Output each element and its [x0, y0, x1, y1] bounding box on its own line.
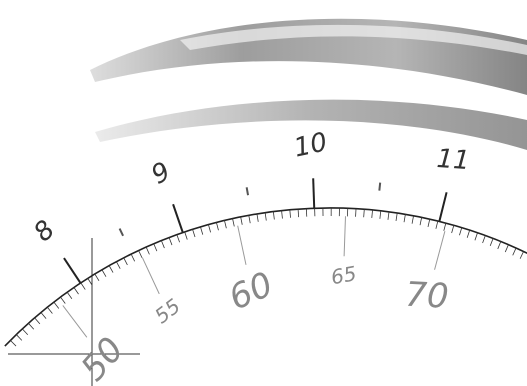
minor-tick [40, 312, 47, 319]
outer-scale-label: 9 [147, 156, 176, 190]
minor-tick [22, 328, 29, 336]
inner-tick [343, 216, 346, 257]
minor-tick [297, 209, 300, 218]
major-tick [63, 257, 82, 284]
minor-tick [87, 278, 93, 286]
inner-scale-label: 55 [150, 294, 185, 328]
inner-scale-label: 50 [73, 330, 132, 386]
major-tick [312, 178, 316, 209]
minor-tick [161, 240, 165, 249]
minor-tick [10, 340, 17, 347]
minor-tick [363, 209, 365, 218]
scale-labels: 8 9 10 11 50 55 60 65 70 [28, 127, 470, 386]
minor-tick [73, 287, 79, 295]
half-mark [118, 228, 124, 237]
minor-tick [216, 222, 219, 231]
major-tick [172, 203, 184, 233]
metal-band-lower [95, 99, 527, 150]
minor-tick [130, 253, 136, 262]
minor-tick [497, 241, 502, 250]
outer-scale-label: 11 [436, 144, 471, 176]
half-mark [245, 187, 250, 196]
minor-tick [192, 229, 196, 238]
minor-tick [451, 225, 455, 234]
minor-tick [419, 217, 423, 226]
major-tick [438, 192, 448, 222]
minor-tick [240, 216, 243, 225]
minor-tick [116, 261, 121, 269]
minor-tick [482, 235, 486, 244]
inner-scale-label: 60 [223, 264, 279, 318]
minor-tick [411, 215, 414, 224]
inner-tick [237, 225, 247, 265]
minor-tick [145, 246, 150, 255]
outer-scale-label: 8 [28, 215, 61, 248]
minor-tick [403, 214, 406, 223]
minor-tick [123, 257, 128, 266]
minor-tick [101, 269, 107, 277]
minor-tick [176, 234, 180, 243]
minor-tick [138, 250, 143, 258]
minor-tick [395, 212, 398, 221]
minor-tick [427, 219, 431, 228]
minor-tick [519, 251, 524, 259]
inner-tick [141, 257, 160, 295]
minor-tick [94, 273, 100, 282]
minor-tick [47, 306, 53, 314]
minor-tick [248, 215, 251, 224]
minor-tick [371, 209, 373, 219]
minor-tick [474, 232, 478, 241]
inner-scale-label: 65 [329, 261, 358, 289]
minor-tick [232, 218, 235, 227]
minor-tick [264, 212, 267, 221]
inner-tick [62, 305, 88, 338]
minor-tick [200, 226, 204, 235]
minor-tick [443, 222, 447, 231]
minor-tick [459, 227, 463, 236]
minor-tick [224, 220, 227, 229]
minor-tick [272, 211, 275, 220]
minor-tick [489, 238, 494, 247]
minor-tick [16, 334, 23, 341]
inner-scale-label: 70 [404, 275, 449, 317]
minor-tick [289, 209, 291, 218]
minor-tick [512, 247, 517, 256]
minor-tick [387, 211, 390, 220]
half-mark [378, 182, 382, 191]
scale-arc-line [4, 207, 527, 347]
minor-tick [435, 220, 439, 229]
minor-tick [168, 237, 173, 246]
minor-tick [34, 317, 41, 325]
minor-tick [466, 229, 471, 238]
minor-tick [80, 282, 86, 290]
minor-tick [184, 231, 188, 240]
minor-tick [256, 213, 259, 222]
inner-tick [434, 230, 446, 270]
minor-tick [60, 296, 66, 304]
minor-tick [108, 265, 114, 273]
outer-scale-label: 10 [291, 127, 330, 163]
minor-tick [28, 323, 35, 330]
metal-band-highlight [180, 24, 527, 55]
minor-tick [208, 224, 211, 233]
minor-tick [281, 210, 283, 219]
minor-tick [66, 292, 73, 299]
scale-arc [4, 178, 527, 347]
minor-tick [153, 243, 158, 252]
minor-tick [504, 244, 509, 253]
minor-tick [379, 210, 382, 219]
minor-tick [53, 301, 60, 309]
